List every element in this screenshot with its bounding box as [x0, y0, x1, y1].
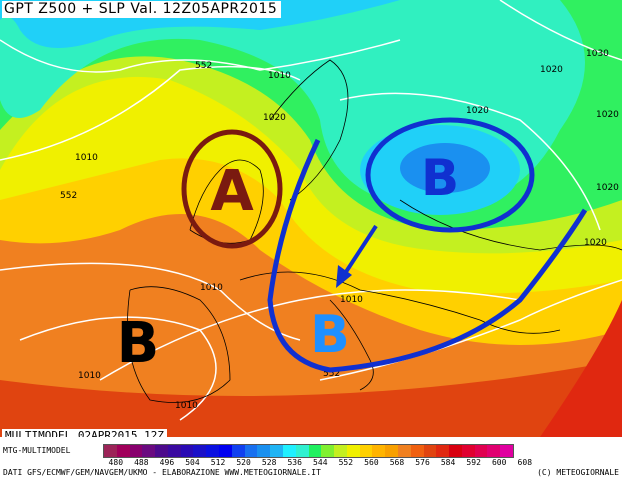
color-swatch [346, 445, 360, 457]
color-swatch [116, 445, 130, 457]
data-credits: DATI GFS/ECMWF/GEM/NAVGEM/UKMO - ELABORA… [3, 468, 321, 477]
color-swatch [282, 445, 296, 457]
isobar-label: 1010 [200, 283, 223, 293]
color-scale-tick: 560 [364, 458, 379, 467]
isobar-label: 1020 [263, 113, 286, 123]
isobar-label: 552 [195, 61, 212, 71]
isobar-label: 1020 [466, 106, 489, 116]
color-swatch [129, 445, 143, 457]
isobar-label: 1020 [596, 183, 619, 193]
isobar-label: 1020 [596, 110, 619, 120]
color-scale-tick: 608 [517, 458, 533, 467]
low-pressure-label-west: B [117, 311, 160, 376]
isobar-label: 1010 [268, 71, 291, 81]
color-scale-ticks: 480 488 496 504 512 520 528 536 544 552 560 568 576 5… [103, 458, 532, 468]
isobar-label: 1010 [75, 153, 98, 163]
isobar-label: 1010 [78, 371, 101, 381]
color-swatch [244, 445, 258, 457]
color-swatch [180, 445, 194, 457]
color-swatch [474, 445, 488, 457]
isobar-label: 552 [323, 369, 340, 379]
high-pressure-label: A [210, 159, 254, 224]
color-swatch [206, 445, 220, 457]
color-swatch [423, 445, 437, 457]
color-swatch [257, 445, 271, 457]
color-swatch [104, 445, 117, 457]
isobars [0, 0, 622, 421]
trough-line [267, 138, 588, 373]
copyright: (C) METEOGIORNALE [537, 468, 619, 477]
color-scale-tick: 528 [261, 458, 277, 467]
color-scale-tick: 568 [389, 458, 405, 467]
isobar-label: 552 [60, 191, 77, 201]
color-scale-tick: 552 [338, 458, 354, 467]
color-swatch [167, 445, 181, 457]
color-swatch [193, 445, 207, 457]
color-scale-tick: 504 [185, 458, 200, 467]
map-title: GPT Z500 + SLP Val. 12Z05APR2015 [2, 1, 282, 18]
color-swatch [385, 445, 398, 457]
color-swatch [436, 445, 450, 457]
color-swatch [321, 445, 335, 457]
isobar-label: 1010 [340, 295, 363, 305]
coastlines [127, 59, 622, 403]
arrow-icon [336, 224, 378, 288]
isobar-label: 1020 [540, 65, 563, 75]
color-swatch [155, 445, 168, 457]
color-scale-tick: 520 [236, 458, 251, 467]
color-swatch [334, 445, 347, 457]
color-scale-tick: 488 [134, 458, 149, 467]
high-pressure-circle [181, 129, 283, 249]
color-scale-tick: 496 [159, 458, 175, 467]
color-swatch [500, 445, 513, 457]
low-pressure-label-east: B [421, 149, 459, 207]
color-scale-tick: 480 [108, 458, 124, 467]
low-pressure-circle [365, 117, 535, 233]
color-swatch [308, 445, 322, 457]
weather-map: 552 1010 1020 1010 552 1020 1010 1020 10… [0, 0, 622, 437]
isobar-labels: 552 1010 1020 1010 552 1020 1010 1020 10… [60, 49, 619, 411]
isobar-label: 1030 [586, 49, 609, 59]
color-scale-bar [103, 444, 514, 458]
color-swatch [219, 445, 232, 457]
color-scale-tick: 576 [415, 458, 430, 467]
isobar-label: 1020 [584, 238, 607, 248]
model-label: MTG-MULTIMODEL [3, 446, 71, 455]
color-swatch [142, 445, 156, 457]
color-scale-tick: 536 [287, 458, 302, 467]
color-swatch [295, 445, 309, 457]
color-swatch [359, 445, 373, 457]
color-swatch [372, 445, 386, 457]
color-scale-tick: 544 [313, 458, 328, 467]
color-scale-tick: 592 [466, 458, 481, 467]
color-scale-tick: 584 [440, 458, 456, 467]
color-swatch [270, 445, 283, 457]
color-swatch [231, 445, 245, 457]
color-swatch [487, 445, 501, 457]
color-scale-tick: 512 [210, 458, 226, 467]
low-pressure-label-italy: B [310, 305, 350, 365]
color-swatch [449, 445, 462, 457]
color-swatch [410, 445, 424, 457]
color-scale-tick: 600 [491, 458, 507, 467]
color-swatch [397, 445, 411, 457]
color-swatch [461, 445, 475, 457]
isobar-label: 1010 [175, 401, 198, 411]
